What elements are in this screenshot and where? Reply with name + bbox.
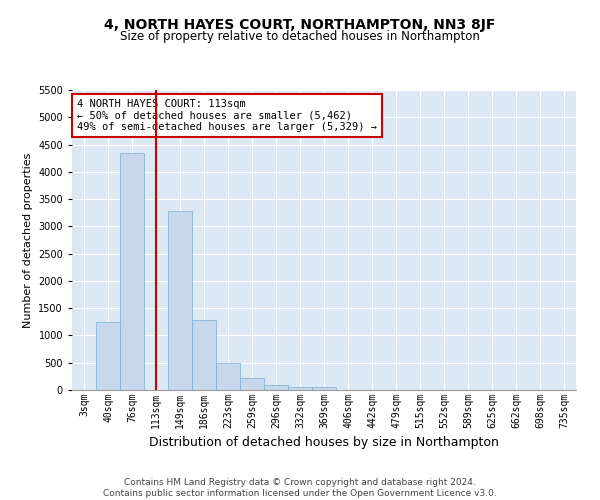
Text: 4, NORTH HAYES COURT, NORTHAMPTON, NN3 8JF: 4, NORTH HAYES COURT, NORTHAMPTON, NN3 8… — [104, 18, 496, 32]
Text: Size of property relative to detached houses in Northampton: Size of property relative to detached ho… — [120, 30, 480, 43]
Text: Contains HM Land Registry data © Crown copyright and database right 2024.
Contai: Contains HM Land Registry data © Crown c… — [103, 478, 497, 498]
Y-axis label: Number of detached properties: Number of detached properties — [23, 152, 32, 328]
Bar — [168, 211, 192, 390]
Bar — [192, 320, 216, 390]
Bar — [240, 378, 264, 390]
X-axis label: Distribution of detached houses by size in Northampton: Distribution of detached houses by size … — [149, 436, 499, 450]
Bar — [264, 385, 288, 390]
Text: 4 NORTH HAYES COURT: 113sqm
← 50% of detached houses are smaller (5,462)
49% of : 4 NORTH HAYES COURT: 113sqm ← 50% of det… — [77, 99, 377, 132]
Bar — [216, 364, 240, 390]
Bar — [96, 322, 120, 390]
Bar — [288, 386, 312, 390]
Bar — [312, 387, 336, 390]
Bar — [120, 152, 144, 390]
